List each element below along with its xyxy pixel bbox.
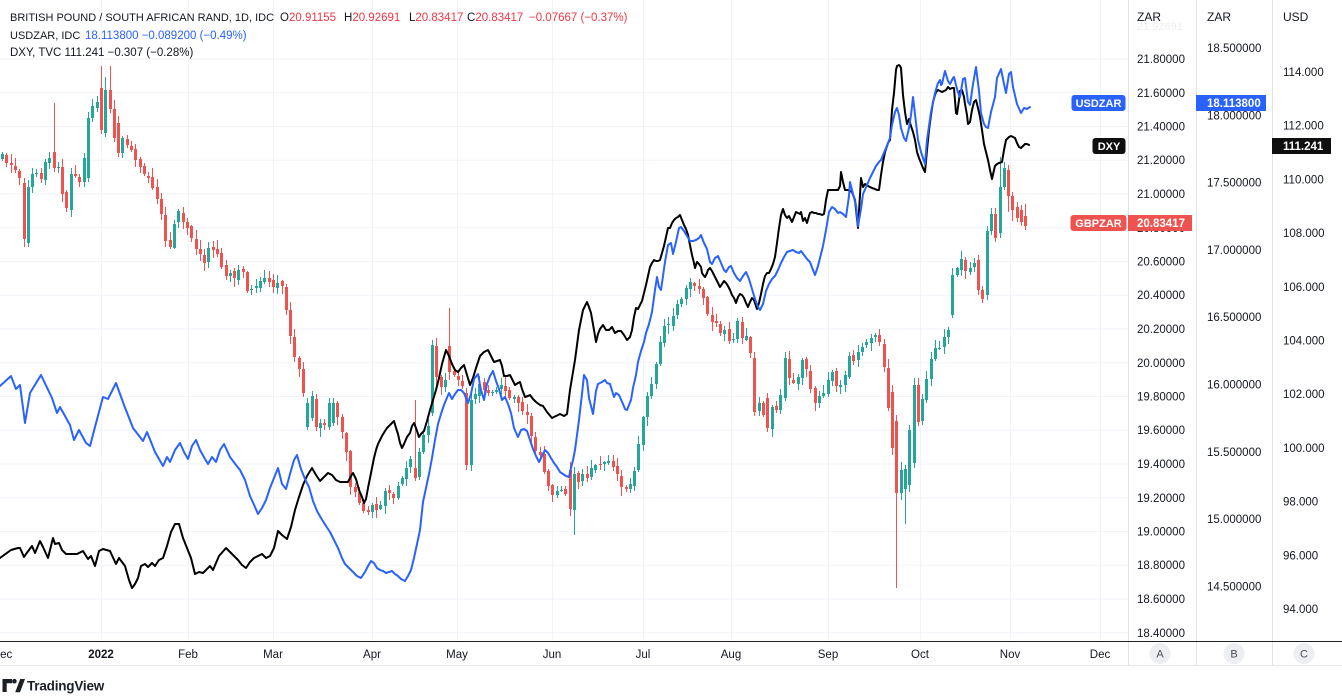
svg-text:16.500000: 16.500000 [1207,312,1261,324]
svg-text:20.60000: 20.60000 [1137,257,1185,269]
svg-text:May: May [446,649,468,661]
svg-text:Sep: Sep [818,649,838,661]
svg-text:ZAR: ZAR [1137,10,1161,24]
svg-text:B: B [1230,649,1237,661]
svg-text:USD: USD [1283,10,1309,24]
svg-text:108.000: 108.000 [1283,228,1325,240]
svg-text:C20.83417: C20.83417 [467,12,523,24]
svg-text:Dec: Dec [0,649,12,661]
svg-text:USDZAR: USDZAR [1076,98,1122,110]
svg-text:102.000: 102.000 [1283,389,1325,401]
svg-text:19.40000: 19.40000 [1137,459,1185,471]
svg-text:14.500000: 14.500000 [1207,581,1261,593]
svg-text:17.500000: 17.500000 [1207,178,1261,190]
svg-text:L20.83417: L20.83417 [409,12,463,24]
svg-text:Mar: Mar [263,649,283,661]
svg-text:21.20000: 21.20000 [1137,155,1185,167]
svg-text:H20.92691: H20.92691 [344,12,400,24]
svg-text:Feb: Feb [178,649,198,661]
svg-text:18.000000: 18.000000 [1207,110,1261,122]
svg-text:20.83417: 20.83417 [1137,218,1185,230]
svg-text:18.500000: 18.500000 [1207,43,1261,55]
svg-text:18.80000: 18.80000 [1137,560,1185,572]
svg-text:19.80000: 19.80000 [1137,392,1185,404]
svg-text:Oct: Oct [911,649,930,661]
svg-text:21.00000: 21.00000 [1137,189,1185,201]
svg-text:DXY: DXY [1098,141,1121,153]
svg-text:DXY, TVC 111.241 −0.307 (−0.: DXY, TVC 111.241 −0.307 (−0.28%) [10,47,193,59]
svg-text:16.000000: 16.000000 [1207,380,1261,392]
svg-text:18.113800: 18.113800 [1207,98,1261,110]
svg-text:100.000: 100.000 [1283,443,1325,455]
svg-text:ZAR: ZAR [1207,10,1231,24]
svg-text:20.40000: 20.40000 [1137,290,1185,302]
svg-text:15.000000: 15.000000 [1207,514,1261,526]
svg-text:111.241: 111.241 [1283,141,1324,153]
svg-text:2022: 2022 [88,649,114,661]
svg-text:104.000: 104.000 [1283,336,1325,348]
svg-text:114.000: 114.000 [1283,67,1324,79]
svg-text:21.80000: 21.80000 [1137,54,1185,66]
svg-text:17.000000: 17.000000 [1207,245,1261,257]
svg-text:106.000: 106.000 [1283,282,1325,294]
svg-text:21.92691: 21.92691 [1137,21,1183,33]
svg-text:C: C [1300,649,1308,661]
svg-text:18.113800 −0.089200 (−0.49%): 18.113800 −0.089200 (−0.49%) [85,30,247,42]
svg-text:Jun: Jun [543,649,562,661]
svg-text:Dec: Dec [1090,649,1111,661]
svg-text:20.20000: 20.20000 [1137,324,1185,336]
svg-text:Aug: Aug [721,649,741,661]
svg-text:112.000: 112.000 [1283,121,1324,133]
svg-text:Nov: Nov [1000,649,1021,661]
svg-text:94.000: 94.000 [1283,604,1318,616]
svg-text:19.60000: 19.60000 [1137,425,1185,437]
svg-text:15.500000: 15.500000 [1207,447,1261,459]
svg-text:110.000: 110.000 [1283,174,1324,186]
svg-text:21.60000: 21.60000 [1137,88,1185,100]
svg-text:GBPZAR: GBPZAR [1075,218,1122,230]
svg-text:BRITISH POUND / SOUTH AFRICAN: BRITISH POUND / SOUTH AFRICAN RAND, 1D, … [10,12,274,24]
svg-text:Apr: Apr [363,649,381,661]
svg-text:A: A [1156,649,1164,661]
svg-text:TradingView: TradingView [27,679,105,694]
svg-text:20.00000: 20.00000 [1137,358,1185,370]
svg-text:19.00000: 19.00000 [1137,527,1185,539]
svg-text:96.000: 96.000 [1283,550,1318,562]
svg-text:18.40000: 18.40000 [1137,628,1185,640]
svg-text:USDZAR, IDC: USDZAR, IDC [10,30,80,42]
svg-text:−0.07667 (−0.37%): −0.07667 (−0.37%) [529,12,628,24]
svg-text:19.20000: 19.20000 [1137,493,1185,505]
svg-text:21.40000: 21.40000 [1137,122,1185,134]
svg-text:18.60000: 18.60000 [1137,594,1185,606]
svg-text:98.000: 98.000 [1283,497,1318,509]
svg-text:O20.91155: O20.91155 [280,12,336,24]
svg-text:Jul: Jul [636,649,651,661]
